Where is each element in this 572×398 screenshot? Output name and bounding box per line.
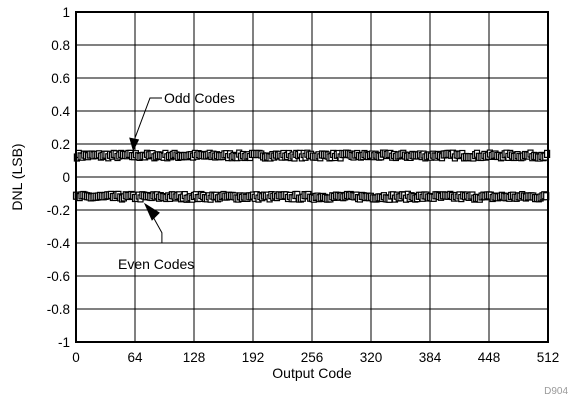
series-layer <box>72 149 551 203</box>
x-axis-title: Output Code <box>272 365 352 381</box>
y-tick-label: 0.2 <box>51 137 70 152</box>
x-tick-label: 320 <box>360 350 383 365</box>
odd-codes-leader <box>134 97 162 138</box>
y-tick-label: -0.8 <box>47 302 70 317</box>
y-tick-label: 0 <box>62 170 70 185</box>
even-codes-arrowhead <box>143 202 160 221</box>
even-codes-label: Even Codes <box>118 256 194 272</box>
odd-codes-label: Odd Codes <box>164 90 235 106</box>
y-tick-label: -1 <box>58 335 70 350</box>
grid <box>75 11 549 343</box>
figure-id: D904 <box>544 386 568 397</box>
even-codes-leader <box>151 214 163 243</box>
y-axis-title: DNL (LSB) <box>9 143 25 210</box>
tick-labels: 0 64 128 192 256 320 384 448 512 1 0.8 0.6 0.4 0.2 0 -0… <box>47 5 560 365</box>
x-tick-label: 64 <box>127 350 143 365</box>
x-tick-label: 384 <box>419 350 442 365</box>
y-tick-label: 0.6 <box>51 71 70 86</box>
series-odd-codes <box>73 149 551 162</box>
x-tick-label: 512 <box>537 350 560 365</box>
y-tick-label: -0.2 <box>47 203 70 218</box>
y-tick-label: 1 <box>62 5 70 20</box>
annotation-layer: Odd Codes Even Codes <box>118 90 235 272</box>
x-tick-label: 448 <box>478 350 501 365</box>
y-tick-label: 0.8 <box>51 38 70 53</box>
y-tick-label: -0.4 <box>47 236 71 251</box>
y-tick-label: -0.6 <box>47 269 70 284</box>
x-tick-label: 192 <box>242 350 265 365</box>
x-tick-label: 256 <box>301 350 324 365</box>
plot-frame <box>75 11 549 343</box>
x-tick-label: 128 <box>183 350 206 365</box>
odd-codes-arrowhead <box>129 137 140 152</box>
x-tick-label: 0 <box>72 350 80 365</box>
y-tick-label: 0.4 <box>51 104 70 119</box>
series-even-codes <box>72 190 550 203</box>
